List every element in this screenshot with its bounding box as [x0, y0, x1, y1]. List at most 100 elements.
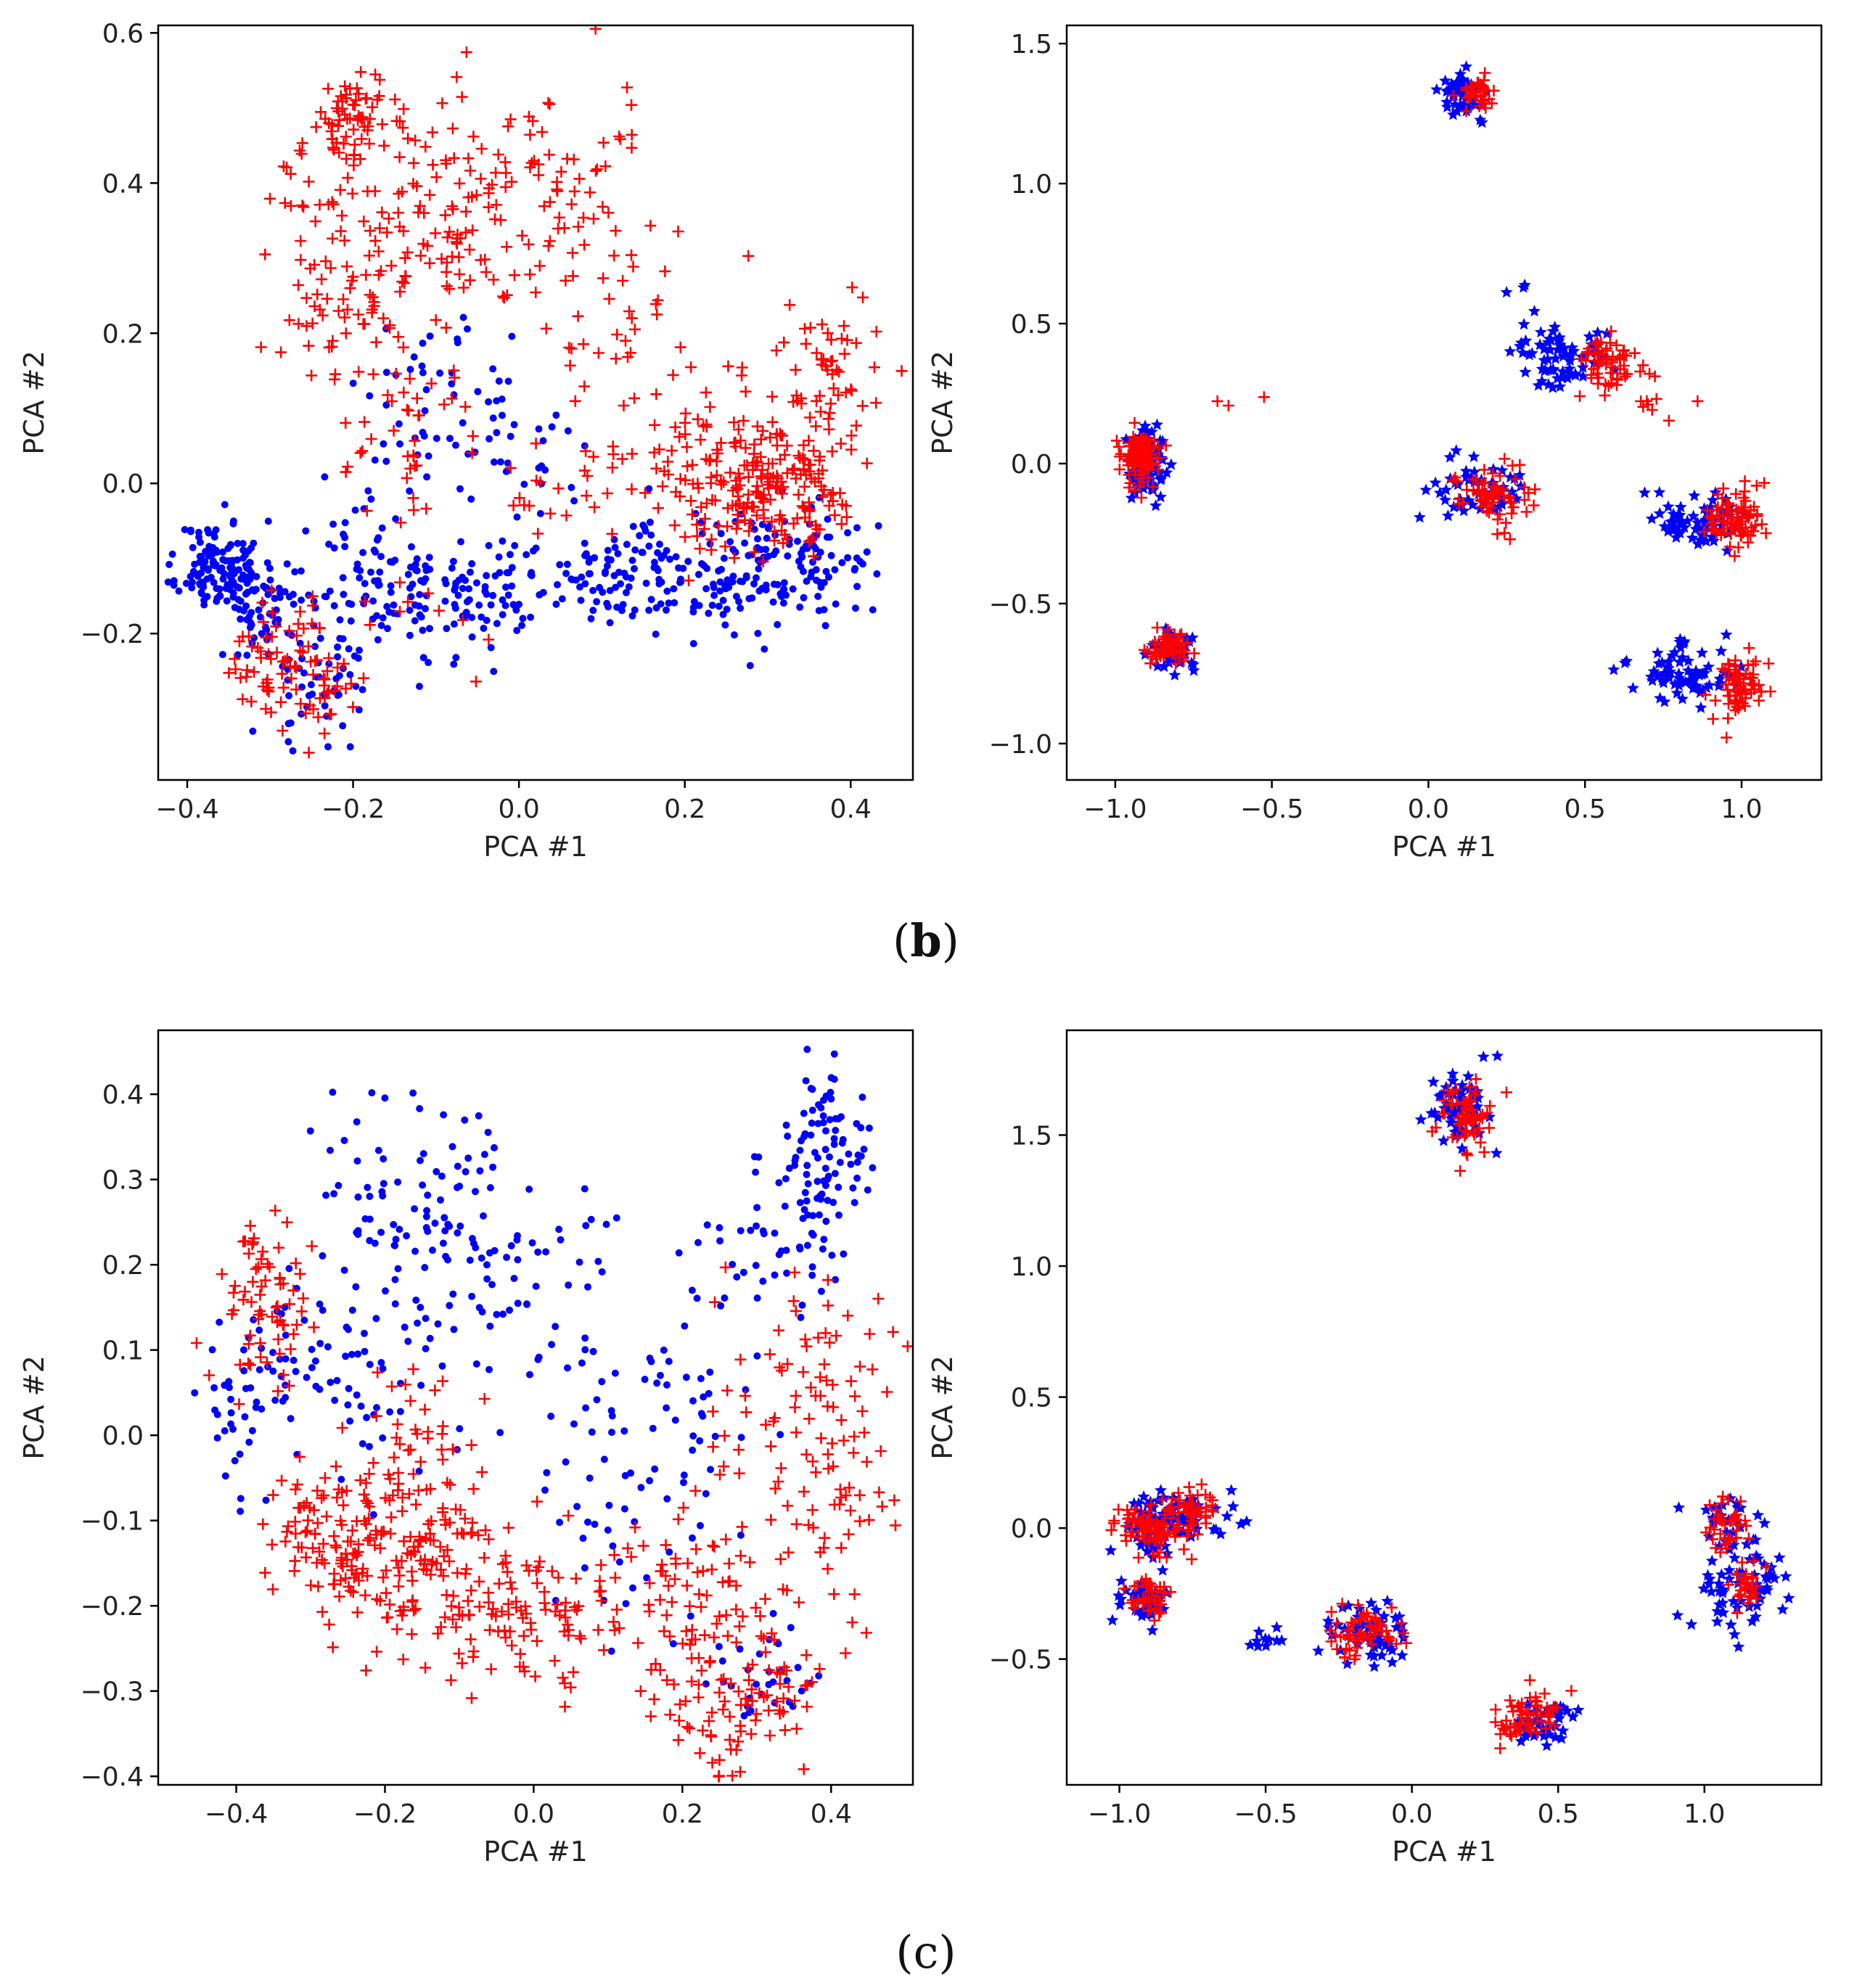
data-point — [364, 1183, 372, 1191]
data-point — [1741, 1581, 1752, 1593]
data-point — [603, 292, 615, 305]
data-point — [419, 340, 427, 347]
data-point — [654, 1594, 666, 1606]
data-point — [1494, 1742, 1506, 1754]
data-point — [459, 585, 467, 592]
data-point — [498, 395, 506, 403]
data-point — [1115, 448, 1127, 460]
data-point — [1716, 1586, 1729, 1598]
data-point — [267, 1583, 279, 1595]
data-point — [811, 395, 823, 407]
data-point — [506, 1306, 514, 1314]
data-point — [438, 1172, 446, 1180]
data-point — [1398, 1627, 1409, 1640]
data-point — [799, 1334, 811, 1346]
data-point — [307, 703, 319, 715]
data-point — [322, 1191, 330, 1199]
data-point — [1514, 1704, 1527, 1717]
data-point — [289, 1555, 301, 1567]
data-point — [774, 1668, 786, 1680]
data-point — [863, 1513, 875, 1526]
data-point — [264, 192, 276, 205]
data-point — [827, 1088, 835, 1096]
data-point — [1459, 464, 1472, 477]
data-point — [502, 1521, 514, 1534]
data-point — [833, 366, 845, 378]
data-point — [467, 568, 474, 576]
data-point — [233, 635, 245, 647]
data-point — [437, 1375, 448, 1387]
data-point — [1445, 1098, 1456, 1110]
data-point — [1151, 418, 1164, 430]
data-point — [1147, 1549, 1159, 1561]
data-point — [753, 1352, 761, 1360]
data-point — [303, 1373, 311, 1381]
data-point — [263, 681, 275, 694]
data-point — [1159, 1529, 1171, 1542]
data-point — [452, 654, 460, 662]
data-point — [753, 1294, 761, 1302]
data-point — [1393, 1610, 1406, 1622]
y-tick-label: −0.5 — [989, 590, 1052, 620]
x-tick-label: −0.4 — [205, 1799, 268, 1829]
data-point — [1572, 1704, 1585, 1716]
x-tick-label: 0.0 — [499, 794, 540, 824]
data-point — [874, 522, 882, 530]
data-point — [1492, 500, 1505, 512]
data-point — [750, 580, 758, 588]
data-point — [769, 1609, 777, 1617]
data-point — [768, 535, 781, 547]
data-point — [1154, 1551, 1165, 1564]
data-point — [1143, 1586, 1155, 1598]
data-point — [1136, 1516, 1148, 1529]
data-point — [838, 1139, 846, 1147]
data-point — [689, 640, 697, 648]
data-point — [1688, 489, 1701, 501]
data-point — [223, 597, 231, 605]
data-point — [284, 1298, 295, 1310]
data-point — [290, 630, 303, 642]
data-point — [504, 462, 517, 475]
data-point — [406, 487, 414, 495]
data-point — [395, 420, 403, 428]
data-point — [827, 551, 835, 559]
data-point — [312, 711, 324, 723]
data-point — [815, 480, 827, 493]
data-point — [448, 152, 460, 164]
data-point — [612, 1214, 620, 1222]
data-point — [673, 1714, 685, 1727]
data-point — [435, 1621, 447, 1633]
data-point — [807, 1455, 819, 1468]
data-point — [496, 1606, 508, 1618]
data-point — [560, 509, 573, 522]
data-point — [221, 1472, 229, 1480]
data-point — [1143, 459, 1155, 471]
data-point — [364, 1532, 376, 1544]
data-point — [1707, 515, 1720, 527]
data-point — [674, 473, 686, 485]
data-point — [791, 1157, 799, 1165]
data-point — [1730, 1508, 1742, 1521]
data-point — [556, 561, 564, 569]
data-point — [310, 121, 322, 134]
data-point — [344, 112, 356, 125]
data-point — [316, 1606, 329, 1618]
data-point — [1747, 525, 1760, 538]
data-point — [731, 509, 744, 521]
data-point — [686, 509, 698, 520]
data-point — [1700, 1527, 1712, 1538]
data-point — [456, 1183, 464, 1190]
data-point — [508, 582, 516, 590]
data-point — [691, 530, 703, 542]
data-point — [465, 596, 473, 604]
data-point — [523, 500, 536, 512]
data-point — [414, 1455, 427, 1468]
data-point — [1731, 514, 1743, 526]
data-point — [780, 579, 788, 587]
data-point — [489, 414, 497, 422]
data-point — [1468, 1129, 1480, 1141]
data-point — [474, 387, 482, 395]
data-point — [788, 463, 800, 475]
data-point — [416, 591, 424, 599]
data-point — [354, 1350, 362, 1358]
